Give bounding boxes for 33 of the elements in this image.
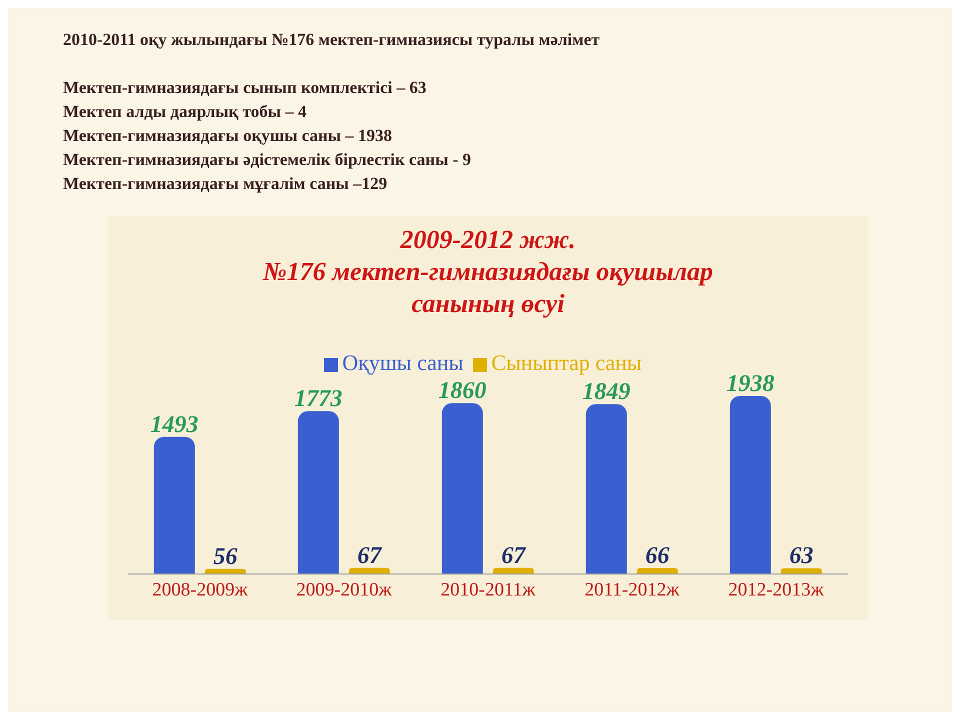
- data-label: 1773: [294, 386, 342, 412]
- data-label: 67: [501, 542, 526, 569]
- text: Мектеп-гимназиядағы сынып комплектісі – 63: [63, 77, 428, 99]
- x-tick-label: 2011-2012ж: [584, 579, 680, 600]
- data-label: 66: [645, 542, 670, 569]
- x-tick-label: 2012-2013ж: [728, 579, 825, 600]
- chart-title: 2009-2012 жж. №176 мектеп-гимназиядағы оқушылар санының өсуі: [262, 224, 714, 320]
- bar: [636, 568, 678, 574]
- bar: [154, 436, 195, 574]
- text: Мектеп алды даярлық тобы – 4: [63, 101, 308, 123]
- data-label: 1938: [726, 371, 774, 397]
- data-label: 67: [357, 542, 382, 569]
- legend-label: Сыныптар саны: [491, 350, 642, 375]
- x-tick-label: 2010-2011ж: [440, 579, 536, 600]
- text: Мектеп-гимназиядағы әдістемелік бірлестік саны - 9: [63, 149, 472, 171]
- text: 2010-2011 оқу жылындағы №176 мектеп-гимназиясы туралы мәлімет: [63, 29, 601, 51]
- data-label: 1860: [438, 378, 486, 404]
- x-tick-label: 2009-2010ж: [296, 579, 393, 600]
- bar: [298, 411, 339, 574]
- bar: [492, 568, 534, 574]
- bar: [730, 396, 771, 574]
- bar: [586, 404, 627, 574]
- legend-label: Оқушы саны: [342, 350, 464, 375]
- bar: [348, 568, 390, 574]
- data-label: 1493: [150, 412, 198, 438]
- text: Мектеп-гимназиядағы мұғалім саны –129: [63, 173, 388, 195]
- data-label: 1849: [582, 379, 630, 406]
- x-tick-label: 2008-2009ж: [152, 579, 249, 600]
- data-label: 56: [213, 544, 238, 570]
- bar: [442, 403, 483, 574]
- data-label: 63: [789, 543, 814, 570]
- text: Мектеп-гимназиядағы оқушы саны – 1938: [63, 125, 394, 147]
- bar: [780, 568, 822, 574]
